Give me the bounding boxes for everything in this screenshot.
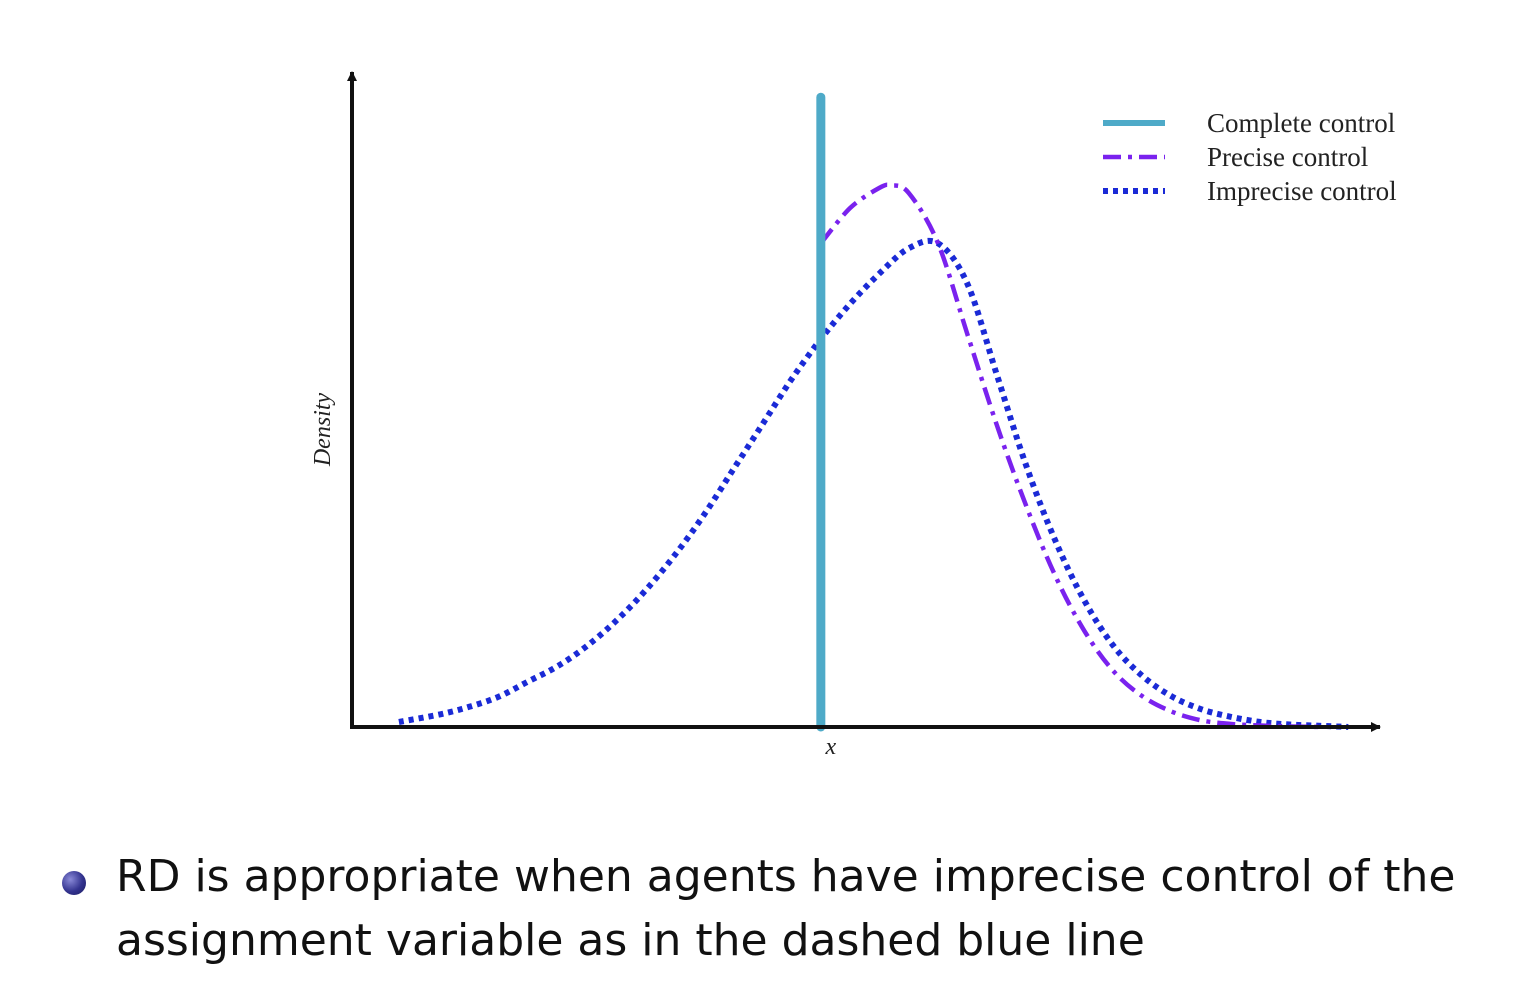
series-line-imprecise-control <box>398 237 1349 730</box>
y-axis-label: Density <box>310 392 336 467</box>
legend-label-complete-control: Complete control <box>1207 108 1395 138</box>
density-chart: x Density Complete control Precise contro… <box>310 71 1397 760</box>
series-line-precise-control <box>819 182 1325 730</box>
series-layer <box>398 92 1349 732</box>
legend-label-imprecise-control: Imprecise control <box>1207 176 1397 206</box>
bullet-text: RD is appropriate when agents have impre… <box>116 851 1456 966</box>
x-axis-label: x <box>825 734 837 760</box>
legend: Complete control Precise control Imprecise… <box>1103 108 1397 206</box>
bullet-icon <box>62 871 86 895</box>
legend-label-precise-control: Precise control <box>1207 142 1368 172</box>
